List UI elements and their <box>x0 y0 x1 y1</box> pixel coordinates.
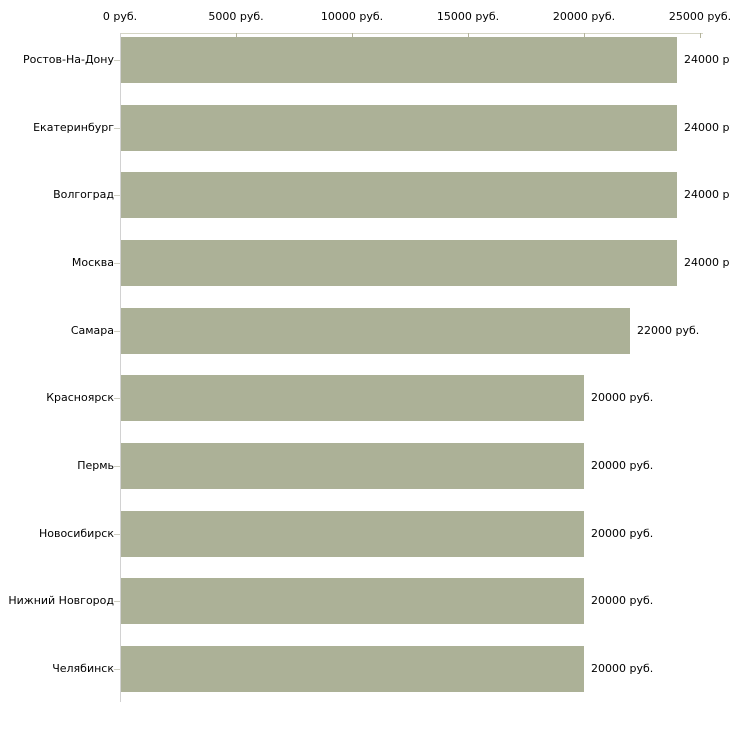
value-label: 20000 руб. <box>591 594 654 607</box>
category-label: Ростов-На-Дону <box>22 53 114 66</box>
category-label: Нижний Новгород <box>8 594 114 607</box>
category-label: Самара <box>70 324 114 337</box>
category-tick-mark <box>114 263 120 264</box>
bar <box>121 375 584 421</box>
category-label: Челябинск <box>52 662 114 675</box>
value-label: 20000 руб. <box>591 662 654 675</box>
value-label: 24000 руб. <box>684 188 730 201</box>
category-label: Пермь <box>77 459 114 472</box>
value-label: 24000 руб. <box>684 121 730 134</box>
bar <box>121 308 630 354</box>
bar <box>121 105 677 151</box>
x-tick-label: 10000 руб. <box>320 10 384 23</box>
category-label: Волгоград <box>53 188 114 201</box>
x-tick-mark <box>584 33 585 38</box>
y-axis-line <box>120 33 121 702</box>
bar <box>121 443 584 489</box>
category-label: Красноярск <box>46 391 114 404</box>
x-tick-label: 20000 руб. <box>552 10 616 23</box>
x-tick-label: 25000 руб. <box>668 10 730 23</box>
category-tick-mark <box>114 669 120 670</box>
bar <box>121 646 584 692</box>
x-tick-mark <box>700 33 701 38</box>
category-tick-mark <box>114 601 120 602</box>
category-tick-mark <box>114 534 120 535</box>
x-tick-mark <box>468 33 469 38</box>
bar <box>121 240 677 286</box>
bar <box>121 511 584 557</box>
category-tick-mark <box>114 466 120 467</box>
value-label: 20000 руб. <box>591 527 654 540</box>
category-tick-mark <box>114 331 120 332</box>
value-label: 20000 руб. <box>591 459 654 472</box>
category-label: Новосибирск <box>38 527 114 540</box>
value-label: 24000 руб. <box>684 53 730 66</box>
bar <box>121 578 584 624</box>
x-tick-mark <box>352 33 353 38</box>
bar <box>121 37 677 83</box>
x-tick-label: 5000 руб. <box>208 10 264 23</box>
category-label: Екатеринбург <box>33 121 114 134</box>
category-label: Москва <box>71 256 114 269</box>
x-axis-line <box>120 33 703 34</box>
value-label: 24000 руб. <box>684 256 730 269</box>
bar <box>121 172 677 218</box>
value-label: 22000 руб. <box>637 324 700 337</box>
category-tick-mark <box>114 60 120 61</box>
category-tick-mark <box>114 195 120 196</box>
x-tick-mark <box>236 33 237 38</box>
category-tick-mark <box>114 398 120 399</box>
value-label: 20000 руб. <box>591 391 654 404</box>
x-tick-label: 0 руб. <box>102 10 138 23</box>
category-tick-mark <box>114 128 120 129</box>
x-tick-label: 15000 руб. <box>436 10 500 23</box>
